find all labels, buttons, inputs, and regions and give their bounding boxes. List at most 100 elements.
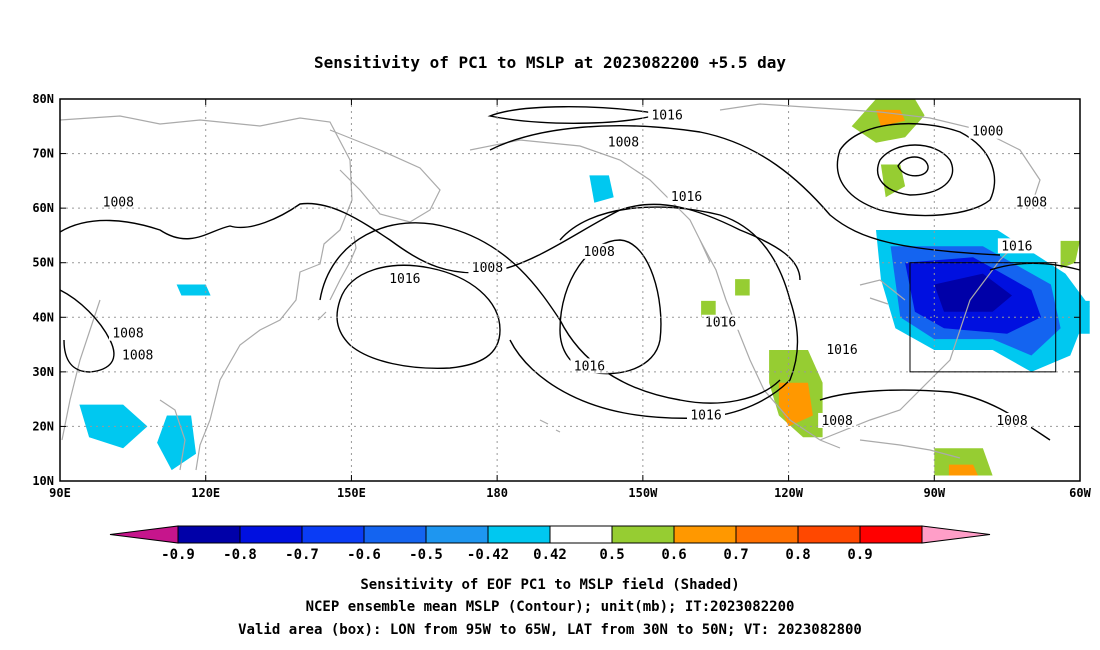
- colorbar-level-label: 0.9: [847, 547, 872, 563]
- contour-label-bg: [118, 347, 157, 363]
- contour-label-bg: [818, 412, 857, 428]
- contour-1008-asia: [59, 289, 115, 373]
- contour-1016-pacific-high: [336, 264, 501, 369]
- contour-label-bg: [701, 314, 740, 330]
- contour-label: 1008: [103, 196, 134, 211]
- colorbar-bin: [673, 525, 737, 544]
- coastline-north-america: [699, 239, 1021, 449]
- lon-tick-label: 60W: [1069, 486, 1091, 500]
- coastline-arctic: [719, 103, 1041, 211]
- contour-label: 1016: [690, 409, 721, 424]
- contour-label: 1008: [608, 136, 639, 151]
- contour-1016-outer: [319, 222, 781, 404]
- negative-sensitivity-region-5: [79, 404, 148, 449]
- coastline-asia: [59, 115, 353, 471]
- contour-label: 1008: [472, 261, 503, 276]
- contour-label: 1008: [1016, 196, 1047, 211]
- contour-label-bg: [968, 123, 1007, 139]
- lon-tick-label: 150W: [628, 486, 658, 500]
- contour-label-bg: [687, 407, 725, 423]
- contour-label: 1016: [826, 343, 857, 358]
- lon-tick-label: 90E: [49, 486, 71, 500]
- lat-tick-label: 50N: [32, 256, 54, 270]
- positive-sensitivity-region-3: [1060, 240, 1080, 269]
- colorbar-upper-extension: [921, 525, 991, 544]
- colorbar-level-label: -0.8: [223, 547, 257, 563]
- coastline-caribbean: [859, 439, 961, 459]
- contour-label-bg: [468, 260, 507, 276]
- colorbar-level-label: 0.42: [533, 547, 567, 563]
- positive-sensitivity-region-7: [948, 464, 978, 476]
- colorbar-bin: [487, 525, 551, 544]
- valid-area-box: [909, 262, 1057, 373]
- lat-tick-label: 10N: [32, 474, 54, 488]
- contour-label: 1016: [1001, 239, 1032, 254]
- contour-label-bg: [109, 325, 147, 341]
- colorbar: -0.9 -0.8 -0.7 -0.6 -0.5 -0.42 0.42 0.5 0.6 0.7 0.…: [109, 525, 991, 563]
- colorbar-bin: [549, 525, 613, 544]
- colorbar-bin: [301, 525, 365, 544]
- contour-label-bg: [570, 358, 609, 374]
- colorbar-lower-extension: [109, 525, 179, 544]
- contour-label-bg: [1012, 194, 1051, 210]
- contour-label: 1008: [112, 327, 143, 342]
- colorbar-bin: [735, 525, 799, 544]
- negative-sensitivity-region-4: [1075, 300, 1090, 334]
- map-frame: [59, 98, 1081, 482]
- contour-1008-west: [59, 202, 801, 281]
- colorbar-level-label: -0.42: [467, 547, 509, 563]
- coastlines: [59, 103, 1041, 471]
- contour-label: 1000: [972, 125, 1003, 140]
- contour-label: 1008: [122, 348, 153, 363]
- lon-tick-label: 120W: [774, 486, 804, 500]
- contour-label: 1016: [574, 359, 605, 374]
- lon-tick-label: 180: [486, 486, 508, 500]
- contour-label-bg: [604, 134, 643, 150]
- positive-sensitivity-region-5: [778, 382, 813, 427]
- contour-label-bg: [648, 107, 687, 123]
- negative-sensitivity-region-7: [589, 175, 614, 203]
- colorbar-level-label: -0.7: [285, 547, 319, 563]
- contour-label-bg: [667, 189, 706, 205]
- lat-tick-label: 80N: [32, 92, 54, 106]
- figure-title: Sensitivity of PC1 to MSLP at 2023082200…: [314, 53, 786, 72]
- negative-sensitivity-region-3: [934, 273, 1012, 312]
- lon-tick-label: 150E: [337, 486, 366, 500]
- coastline-hawaii: [539, 419, 561, 433]
- contour-1000-low: [836, 123, 996, 217]
- lat-tick-label: 70N: [32, 147, 54, 161]
- negative-sensitivity-region-6: [157, 415, 196, 471]
- contour-label-bg: [385, 271, 424, 287]
- lon-tick-label: 90W: [923, 486, 945, 500]
- contour-1008-bering: [489, 125, 1001, 256]
- colorbar-level-label: -0.9: [161, 547, 195, 563]
- colorbar-level-label: -0.6: [347, 547, 381, 563]
- positive-sensitivity-region-2: [880, 164, 906, 198]
- positive-sensitivity-region-8: [735, 279, 750, 296]
- colorbar-level-label: 0.6: [661, 547, 686, 563]
- map-panel: 1016 1008 1000 1008 1016 1008 1016 1008 1008 1016…: [32, 92, 1091, 500]
- coastline-alaska: [469, 139, 711, 263]
- contour-label-bg: [823, 342, 861, 358]
- shaded-sensitivity: [79, 99, 1090, 476]
- colorbar-bin: [797, 525, 861, 544]
- contour-label: 1008: [583, 245, 614, 260]
- caption-line-1: Sensitivity of EOF PC1 to MSLP field (Sh…: [360, 577, 739, 593]
- contour-label-bg: [997, 238, 1036, 254]
- caption-line-2: NCEP ensemble mean MSLP (Contour); unit(…: [306, 599, 795, 615]
- colorbar-level-label: -0.5: [409, 547, 443, 563]
- negative-sensitivity-region-8: [176, 284, 211, 296]
- colorbar-level-label: 0.5: [599, 547, 624, 563]
- lat-tick-label: 20N: [32, 419, 54, 433]
- colorbar-level-label: 0.7: [723, 547, 748, 563]
- colorbar-bin: [859, 525, 923, 544]
- contour-label: 1016: [705, 316, 736, 331]
- contour-label-bg: [580, 243, 619, 259]
- contour-label: 1008: [996, 414, 1027, 429]
- colorbar-bin: [239, 525, 303, 544]
- axis-ticks: 90E 120E 150E 180 150W 120W 90W 60W 10N 20N 30N 40N…: [32, 92, 1091, 500]
- lat-tick-label: 40N: [32, 310, 54, 324]
- colorbar-level-label: 0.8: [785, 547, 810, 563]
- caption-line-3: Valid area (box): LON from 95W to 65W, L…: [238, 622, 862, 638]
